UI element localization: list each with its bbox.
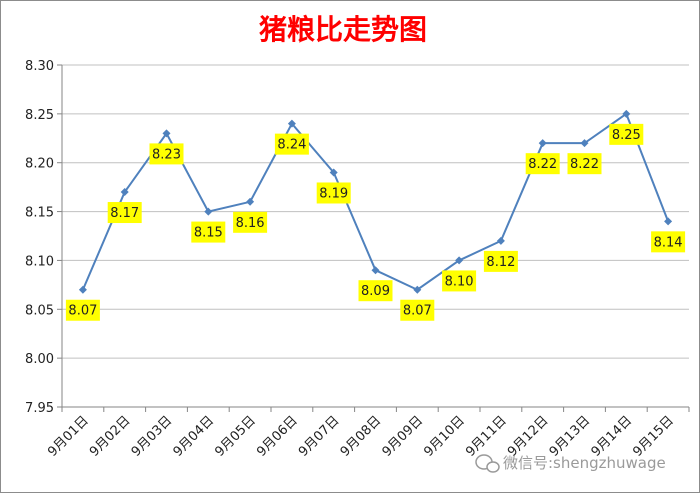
series-line xyxy=(81,112,670,291)
data-label: 8.22 xyxy=(525,153,560,175)
y-tick-label: 8.05 xyxy=(25,303,54,318)
data-point xyxy=(246,197,255,206)
data-label-background xyxy=(149,143,184,165)
data-label-background xyxy=(483,250,518,272)
data-point xyxy=(78,285,87,294)
x-tick-label: 9月03日 xyxy=(129,413,176,460)
data-point xyxy=(413,285,422,294)
y-tick-label: 8.10 xyxy=(25,254,54,269)
data-point xyxy=(204,207,213,216)
data-label-background xyxy=(316,182,351,204)
y-tick-label: 8.15 xyxy=(25,206,54,221)
data-label-text: 8.19 xyxy=(319,186,348,201)
label-layer: 8.07 8.17 8.23 8.15 8.16 8.24 8.19 8.09 8.07 8.10… xyxy=(65,123,686,321)
data-label-text: 8.07 xyxy=(68,304,97,319)
line-layer xyxy=(78,109,673,294)
data-label-text: 8.25 xyxy=(612,128,641,143)
data-label-background xyxy=(274,133,309,155)
data-label-text: 8.22 xyxy=(528,157,557,172)
y-tick-label: 8.20 xyxy=(25,157,54,172)
data-label-background xyxy=(609,123,644,145)
data-point xyxy=(664,217,673,226)
x-tick-label: 9月12日 xyxy=(505,413,552,460)
data-label: 8.22 xyxy=(567,153,602,175)
data-point xyxy=(622,109,631,118)
y-tick-label: 8.00 xyxy=(25,352,54,367)
x-tick-label: 9月13日 xyxy=(547,413,594,460)
x-tick-label: 9月06日 xyxy=(254,413,301,460)
data-point xyxy=(538,139,547,148)
x-tick-label: 9月05日 xyxy=(212,413,259,460)
data-label: 8.09 xyxy=(358,280,393,302)
x-tick-label: 9月11日 xyxy=(463,413,510,460)
data-label-background xyxy=(400,299,435,321)
x-tick-label: 9月04日 xyxy=(171,413,218,460)
data-label-text: 8.14 xyxy=(654,235,683,250)
chart-title: 猪粮比走势图 xyxy=(259,13,427,46)
x-tick-label: 9月10日 xyxy=(421,413,468,460)
x-tick-label: 9月01日 xyxy=(45,413,92,460)
data-label: 8.25 xyxy=(609,123,644,145)
data-label: 8.14 xyxy=(651,231,686,253)
data-label-text: 8.07 xyxy=(403,304,432,319)
data-label-text: 8.24 xyxy=(277,138,306,153)
data-label-text: 8.23 xyxy=(152,147,181,162)
data-label: 8.24 xyxy=(274,133,309,155)
data-point xyxy=(120,188,129,197)
data-point xyxy=(162,129,171,138)
data-label: 8.10 xyxy=(442,270,477,292)
data-label-background xyxy=(651,231,686,253)
x-tick-label: 9月14日 xyxy=(589,413,636,460)
data-label-text: 8.17 xyxy=(110,206,139,221)
data-point xyxy=(287,119,296,128)
x-tick-label: 9月08日 xyxy=(338,413,385,460)
watermark: 微信号:shengzhuwage xyxy=(475,454,666,473)
x-tick-label: 9月07日 xyxy=(296,413,343,460)
data-label: 8.23 xyxy=(149,143,184,165)
data-point xyxy=(455,256,464,265)
data-label: 8.07 xyxy=(400,299,435,321)
axis-layer: 7.958.008.058.108.158.208.258.309月01日9月0… xyxy=(25,59,690,460)
data-point xyxy=(329,168,338,177)
data-label: 8.17 xyxy=(107,202,142,224)
grid-layer xyxy=(62,64,689,408)
data-label-text: 8.15 xyxy=(194,226,223,241)
x-tick-label: 9月15日 xyxy=(630,413,677,460)
y-tick-label: 8.25 xyxy=(25,108,54,123)
data-label-background xyxy=(525,153,560,175)
y-tick-label: 7.95 xyxy=(25,401,54,416)
wechat-icon xyxy=(475,454,500,473)
data-label-text: 8.10 xyxy=(445,274,474,289)
data-label: 8.16 xyxy=(233,211,268,233)
data-label: 8.15 xyxy=(191,221,226,243)
data-label-background xyxy=(358,280,393,302)
y-tick-label: 8.30 xyxy=(25,59,54,74)
data-label: 8.07 xyxy=(65,299,100,321)
data-label-text: 8.16 xyxy=(236,216,265,231)
data-label-text: 8.09 xyxy=(361,284,390,299)
data-label-background xyxy=(65,299,100,321)
data-label-background xyxy=(442,270,477,292)
data-label-background xyxy=(233,211,268,233)
data-point xyxy=(496,236,505,245)
watermark-text: 微信号:shengzhuwage xyxy=(503,454,666,472)
data-point xyxy=(371,266,380,275)
data-label: 8.12 xyxy=(483,250,518,272)
data-label-text: 8.12 xyxy=(486,255,515,270)
x-tick-label: 9月09日 xyxy=(380,413,427,460)
x-tick-label: 9月02日 xyxy=(87,413,134,460)
data-label-background xyxy=(567,153,602,175)
data-label-background xyxy=(107,202,142,224)
data-label-background xyxy=(191,221,226,243)
data-label-text: 8.22 xyxy=(570,157,599,172)
data-point xyxy=(580,139,589,148)
data-label: 8.19 xyxy=(316,182,351,204)
